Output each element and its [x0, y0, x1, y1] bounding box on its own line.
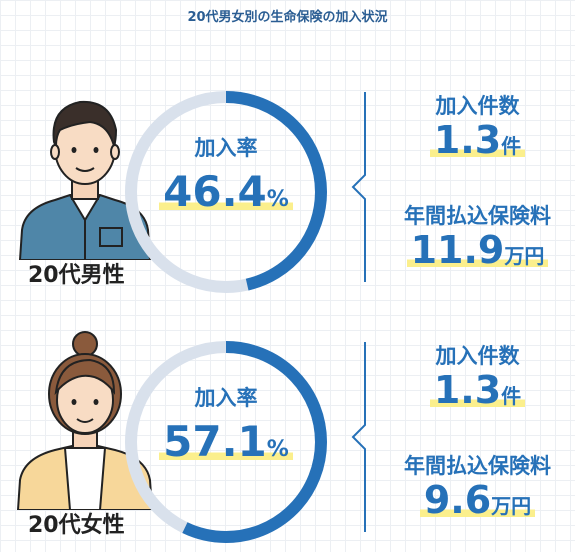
panel-male: 20代男性 加入率 46.4% 加入件数 1.3件 年間払込保険料 11.9万円 — [0, 42, 575, 302]
chart-title: 20代男女別の生命保険の加入状況 — [187, 10, 388, 25]
premium-unit-female: 万円 — [491, 494, 532, 518]
rate-value-male: 46.4% — [146, 167, 306, 216]
premium-unit-male: 万円 — [504, 244, 545, 268]
bracket-female — [351, 342, 366, 532]
group-label-female: 20代女性 — [28, 513, 125, 538]
count-unit-female: 件 — [501, 384, 522, 408]
rate-label-male: 加入率 — [194, 136, 258, 160]
rate-ring-female — [125, 341, 327, 543]
rate-label-female: 加入率 — [194, 386, 258, 410]
count-label-male: 加入件数 — [435, 94, 520, 118]
rate-unit-female: % — [266, 437, 289, 462]
premium-number-male: 11.9 — [410, 228, 505, 272]
panel-female: 20代女性 加入率 57.1% 加入件数 1.3件 年間払込保険料 9.6万円 — [0, 292, 575, 552]
ring-arc-female — [125, 341, 327, 543]
premium-value-female: 9.6万円 — [380, 478, 575, 522]
count-value-male: 1.3件 — [380, 118, 575, 162]
rate-unit-male: % — [266, 187, 289, 212]
count-number-male: 1.3 — [433, 118, 502, 162]
rate-value-female: 57.1% — [146, 417, 306, 466]
premium-number-female: 9.6 — [423, 478, 492, 522]
count-number-female: 1.3 — [433, 368, 502, 412]
rate-number-male: 46.4 — [163, 167, 267, 216]
count-value-female: 1.3件 — [380, 368, 575, 412]
count-unit-male: 件 — [501, 134, 522, 158]
ring-arc-male — [125, 91, 327, 293]
count-label-female: 加入件数 — [435, 344, 520, 368]
premium-label-female: 年間払込保険料 — [404, 454, 551, 478]
bracket-male — [351, 92, 366, 282]
rate-number-female: 57.1 — [163, 417, 267, 466]
female-avatar — [16, 331, 154, 510]
group-label-male: 20代男性 — [28, 263, 125, 288]
premium-label-male: 年間払込保険料 — [404, 204, 551, 228]
rate-ring-male — [125, 91, 327, 293]
premium-value-male: 11.9万円 — [380, 228, 575, 272]
male-avatar — [18, 100, 152, 260]
